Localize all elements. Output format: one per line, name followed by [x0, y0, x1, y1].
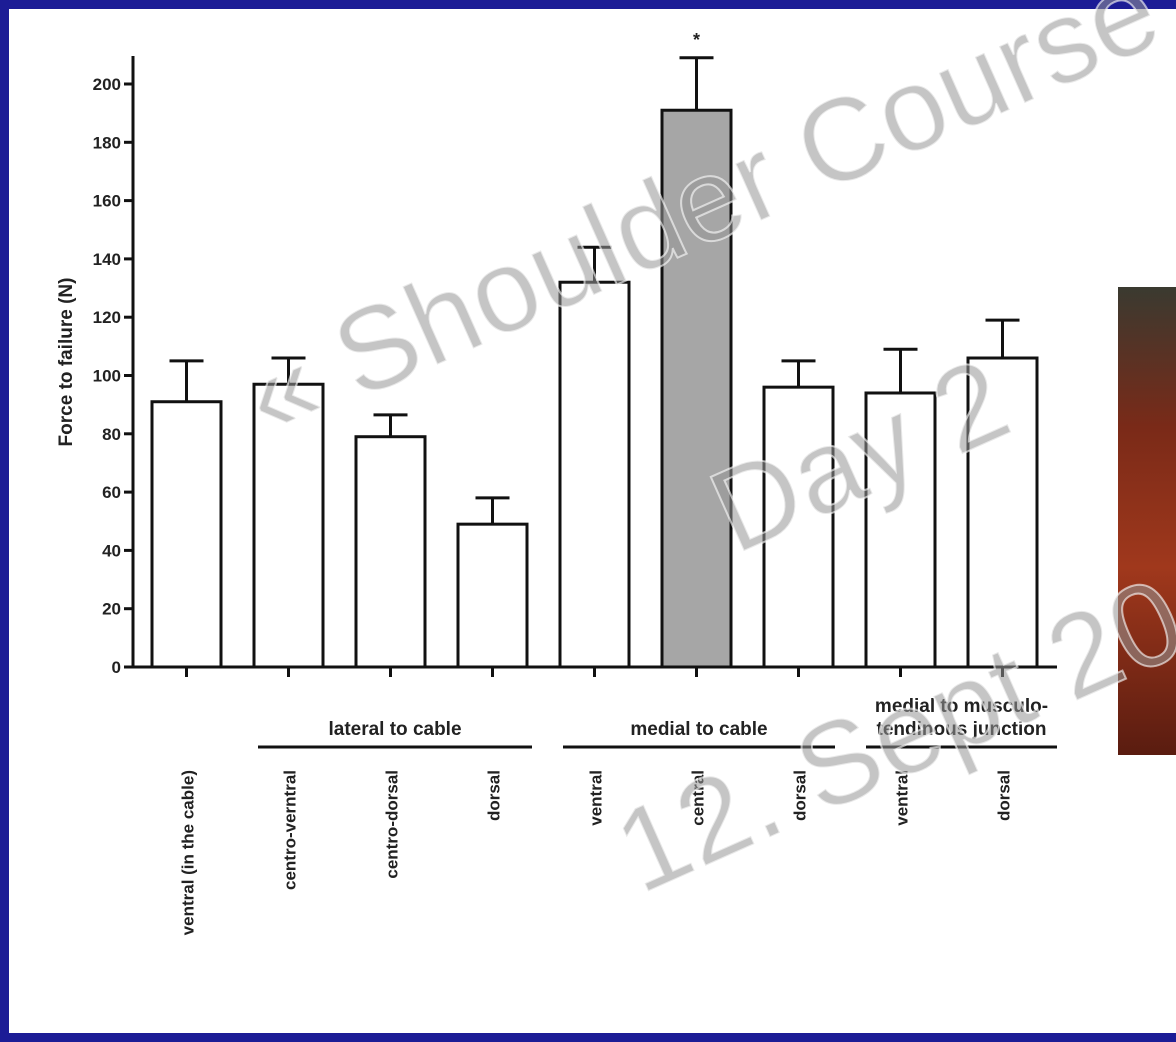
bar	[152, 402, 221, 667]
bar	[356, 437, 425, 667]
annotation: *	[693, 30, 700, 50]
y-tick-label: 120	[93, 308, 121, 327]
x-tick-label: dorsal	[485, 770, 504, 821]
y-tick-label: 180	[93, 133, 121, 152]
x-tick-label: dorsal	[995, 770, 1014, 821]
y-tick-label: 160	[93, 192, 121, 211]
x-tick-label: centro-verntral	[281, 770, 300, 890]
slide: 0 20 40 60 80 100 120 140 160 180 200 Force to fail…	[0, 0, 1176, 1042]
bar	[560, 282, 629, 667]
group-label: lateral to cable	[328, 719, 461, 740]
y-tick-label: 200	[93, 75, 121, 94]
x-tick-label: centro-dorsal	[383, 770, 402, 879]
y-axis-title: Force to failure (N)	[56, 278, 77, 447]
page: 0 20 40 60 80 100 120 140 160 180 200 Force to fail…	[0, 0, 1176, 1042]
bar	[458, 524, 527, 667]
y-tick-label: 20	[102, 600, 121, 619]
y-tick-label: 140	[93, 250, 121, 269]
y-tick-label: 40	[102, 541, 121, 560]
y-tick-label: 0	[112, 658, 121, 677]
y-tick-label: 60	[102, 483, 121, 502]
y-tick-label: 100	[93, 367, 121, 386]
x-tick-label: ventral (in the cable)	[179, 770, 198, 935]
y-tick-label: 80	[102, 425, 121, 444]
